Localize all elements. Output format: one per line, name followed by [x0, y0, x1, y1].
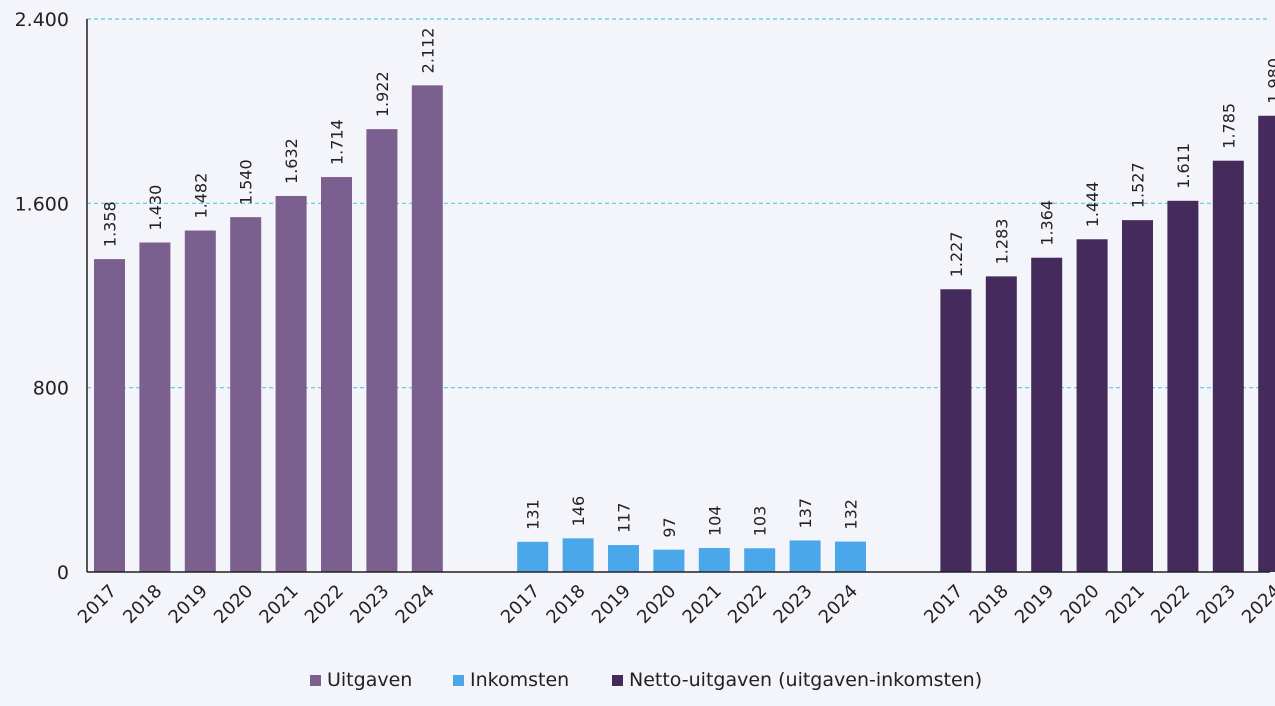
y-tick-label: 800: [33, 378, 69, 400]
data-label: 1.430: [146, 185, 165, 231]
bar: [1031, 257, 1063, 572]
x-tick-label: 2020: [1056, 581, 1103, 628]
data-label: 1.632: [282, 138, 301, 184]
data-label: 1.482: [191, 173, 210, 219]
bar: [230, 217, 262, 573]
data-label: 132: [842, 499, 861, 530]
data-label: 1.358: [101, 201, 120, 247]
bar: [1167, 200, 1199, 572]
bar: [608, 545, 639, 572]
x-tick-label: 2020: [210, 581, 257, 628]
legend-swatch: [612, 675, 623, 686]
x-tick-label: 2017: [74, 581, 121, 628]
data-label: 1.527: [1129, 162, 1148, 208]
bar: [411, 85, 443, 573]
bar: [789, 540, 821, 572]
data-label: 1.980: [1265, 58, 1275, 104]
legend: Uitgaven Inkomsten Netto-uitgaven (uitgave…: [310, 669, 982, 691]
data-label: 1.444: [1083, 181, 1102, 227]
data-label: 137: [796, 498, 815, 529]
bar: [835, 541, 866, 572]
data-label: 1.283: [992, 219, 1011, 265]
x-tick-label: 2018: [542, 581, 589, 628]
x-tick-label: 2024: [815, 581, 862, 628]
data-label: 2.112: [418, 28, 437, 74]
data-label: 1.227: [947, 231, 966, 277]
y-tick-label: 2.400: [15, 9, 69, 31]
bar: [1258, 115, 1275, 573]
x-tick-label: 2019: [588, 581, 635, 628]
y-tick-label: 0: [57, 562, 69, 584]
data-label: 1.364: [1038, 200, 1057, 246]
x-tick-label: 2021: [255, 581, 302, 628]
y-tick-label: 1.600: [15, 193, 69, 215]
bar: [1122, 220, 1153, 572]
bar: [94, 259, 125, 572]
data-label: 1.785: [1219, 103, 1238, 149]
x-tick-label: 2024: [1238, 581, 1275, 628]
x-tick-label: 2023: [769, 581, 816, 628]
x-tick-label: 2023: [1193, 581, 1240, 628]
legend-label: Uitgaven: [327, 669, 412, 691]
legend-label: Inkomsten: [470, 669, 569, 691]
bar: [184, 230, 216, 572]
bar: [366, 129, 398, 572]
data-label: 1.922: [373, 71, 392, 117]
x-tick-label: 2018: [119, 581, 166, 628]
data-label: 1.714: [328, 119, 347, 165]
data-label: 1.540: [237, 159, 256, 205]
x-tick-label: 2017: [920, 581, 967, 628]
x-tick-label: 2020: [633, 581, 680, 628]
x-tick-label: 2019: [165, 581, 212, 628]
bar: [1076, 239, 1108, 573]
x-tick-label: 2018: [966, 581, 1013, 628]
bar: [985, 276, 1017, 572]
legend-label: Netto-uitgaven (uitgaven-inkomsten): [629, 669, 982, 691]
bar: [517, 541, 549, 572]
bar: [940, 289, 972, 572]
bar: [698, 548, 730, 572]
bar: [321, 177, 352, 572]
bar: [744, 548, 776, 572]
legend-swatch: [310, 675, 321, 686]
x-tick-label: 2022: [301, 581, 348, 628]
bar: [653, 549, 685, 572]
x-tick-label: 2021: [1102, 581, 1149, 628]
bar: [562, 538, 594, 572]
bar: [275, 195, 307, 572]
x-tick-label: 2019: [1011, 581, 1058, 628]
data-label: 146: [569, 496, 588, 527]
bar: [139, 242, 171, 573]
data-label: 117: [615, 502, 634, 533]
legend-swatch: [453, 675, 464, 686]
x-tick-label: 2023: [346, 581, 393, 628]
data-label: 1.611: [1174, 143, 1193, 189]
data-label: 97: [660, 517, 679, 537]
bar: [1212, 160, 1244, 573]
x-tick-label: 2021: [679, 581, 726, 628]
x-tick-label: 2022: [1147, 581, 1194, 628]
x-tick-label: 2017: [497, 581, 544, 628]
bars: 1.358 1.430 1.482 1.540 1.632 1.714 1.922 2.112…: [94, 28, 1275, 573]
data-label: 103: [751, 506, 770, 537]
data-label: 104: [705, 505, 724, 536]
data-label: 131: [524, 499, 543, 530]
x-tick-label: 2022: [724, 581, 771, 628]
x-tick-label: 2024: [392, 581, 439, 628]
